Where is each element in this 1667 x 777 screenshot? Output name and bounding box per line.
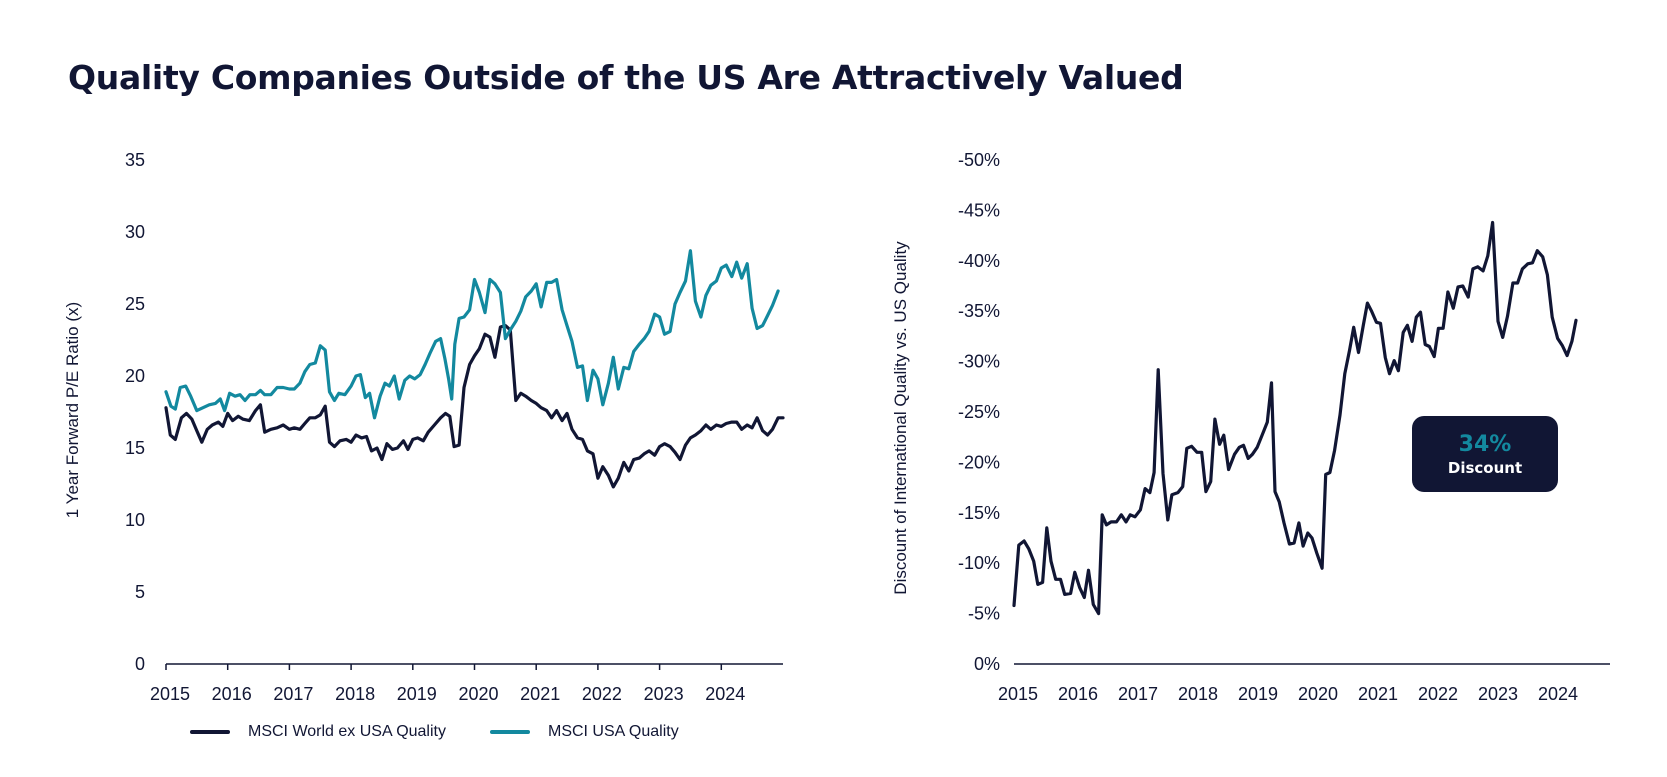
y-tick-label: 35 xyxy=(125,150,145,170)
x-tick-label: 2020 xyxy=(458,684,498,704)
series-line-secondary xyxy=(164,249,780,420)
series-line-primary xyxy=(164,324,785,489)
y-tick-label: 0 xyxy=(135,654,145,674)
x-tick-label: 2019 xyxy=(397,684,437,704)
discount-badge: 34% Discount xyxy=(1412,416,1558,492)
y-tick-label: -40% xyxy=(958,251,1000,271)
x-tick-label: 2024 xyxy=(1538,684,1578,704)
x-tick-label: 2019 xyxy=(1238,684,1278,704)
y-tick-label: 20 xyxy=(125,366,145,386)
y-tick-label: 10 xyxy=(125,510,145,530)
discount-badge-label: Discount xyxy=(1447,459,1523,477)
y-tick-label: 15 xyxy=(125,438,145,458)
x-tick-label: 2021 xyxy=(520,684,560,704)
x-tick-label: 2021 xyxy=(1358,684,1398,704)
x-tick-label: 2018 xyxy=(1178,684,1218,704)
legend-swatch-teal xyxy=(489,730,530,734)
x-tick-label: 2023 xyxy=(1478,684,1518,704)
discount-badge-value: 34% xyxy=(1458,432,1512,457)
page-title: Quality Companies Outside of the US Are … xyxy=(68,58,1184,97)
y-tick-label: -25% xyxy=(958,402,1000,422)
x-tick-label: 2016 xyxy=(1058,684,1098,704)
legend-label: MSCI World ex USA Quality xyxy=(248,723,446,740)
y-axis-label: 1 Year Forward P/E Ratio (x) xyxy=(63,302,82,518)
legend-item-world-ex-usa: MSCI World ex USA Quality xyxy=(190,723,446,741)
y-tick-label: -10% xyxy=(958,553,1000,573)
x-tick-label: 2017 xyxy=(273,684,313,704)
y-axis-label: Discount of International Quality vs. US… xyxy=(891,241,910,595)
chart-legend: MSCI World ex USA Quality MSCI USA Quali… xyxy=(190,723,679,741)
y-tick-label: -30% xyxy=(958,352,1000,372)
y-tick-label: -50% xyxy=(958,150,1000,170)
legend-label: MSCI USA Quality xyxy=(547,723,679,740)
x-tick-label: 2015 xyxy=(150,684,190,704)
x-tick-label: 2023 xyxy=(644,684,684,704)
x-tick-label: 2017 xyxy=(1118,684,1158,704)
legend-swatch-navy xyxy=(190,730,230,734)
y-tick-label: -20% xyxy=(958,452,1000,472)
y-tick-label: -5% xyxy=(968,604,1000,624)
y-tick-label: -45% xyxy=(958,200,1000,220)
x-tick-label: 2018 xyxy=(335,684,375,704)
y-tick-label: -35% xyxy=(958,301,1000,321)
y-tick-label: 30 xyxy=(125,222,145,242)
x-tick-label: 2022 xyxy=(1418,684,1458,704)
x-tick-label: 2015 xyxy=(998,684,1038,704)
y-tick-label: 0% xyxy=(974,654,1000,674)
series-line-primary xyxy=(1012,220,1578,616)
y-tick-label: -15% xyxy=(958,503,1000,523)
x-tick-label: 2016 xyxy=(212,684,252,704)
y-tick-label: 25 xyxy=(125,294,145,314)
legend-item-usa: MSCI USA Quality xyxy=(489,723,679,741)
x-tick-label: 2024 xyxy=(705,684,745,704)
y-tick-label: 5 xyxy=(135,582,145,602)
x-tick-label: 2020 xyxy=(1298,684,1338,704)
x-tick-label: 2022 xyxy=(582,684,622,704)
